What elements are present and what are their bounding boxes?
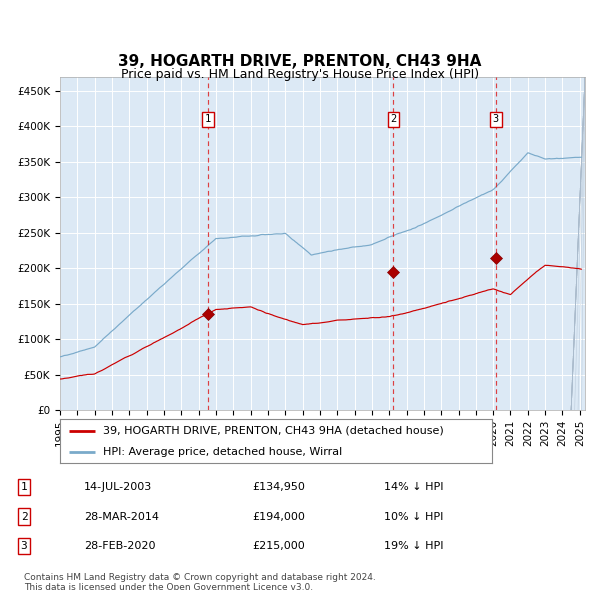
- Text: 14% ↓ HPI: 14% ↓ HPI: [384, 483, 443, 492]
- Text: Price paid vs. HM Land Registry's House Price Index (HPI): Price paid vs. HM Land Registry's House …: [121, 68, 479, 81]
- Text: 14-JUL-2003: 14-JUL-2003: [84, 483, 152, 492]
- Text: 3: 3: [20, 541, 28, 551]
- Text: HPI: Average price, detached house, Wirral: HPI: Average price, detached house, Wirr…: [103, 447, 343, 457]
- Text: 28-MAR-2014: 28-MAR-2014: [84, 512, 159, 522]
- Text: 10% ↓ HPI: 10% ↓ HPI: [384, 512, 443, 522]
- Text: 1: 1: [20, 483, 28, 492]
- Text: 28-FEB-2020: 28-FEB-2020: [84, 541, 155, 551]
- Text: £215,000: £215,000: [252, 541, 305, 551]
- Text: 3: 3: [493, 114, 499, 124]
- Text: 19% ↓ HPI: 19% ↓ HPI: [384, 541, 443, 551]
- Text: 2: 2: [20, 512, 28, 522]
- Text: This data is licensed under the Open Government Licence v3.0.: This data is licensed under the Open Gov…: [24, 583, 313, 590]
- Text: 2: 2: [390, 114, 397, 124]
- Text: £134,950: £134,950: [252, 483, 305, 492]
- Text: 1: 1: [205, 114, 211, 124]
- Text: 39, HOGARTH DRIVE, PRENTON, CH43 9HA (detached house): 39, HOGARTH DRIVE, PRENTON, CH43 9HA (de…: [103, 426, 444, 436]
- Text: £194,000: £194,000: [252, 512, 305, 522]
- Text: Contains HM Land Registry data © Crown copyright and database right 2024.: Contains HM Land Registry data © Crown c…: [24, 573, 376, 582]
- Text: 39, HOGARTH DRIVE, PRENTON, CH43 9HA: 39, HOGARTH DRIVE, PRENTON, CH43 9HA: [118, 54, 482, 70]
